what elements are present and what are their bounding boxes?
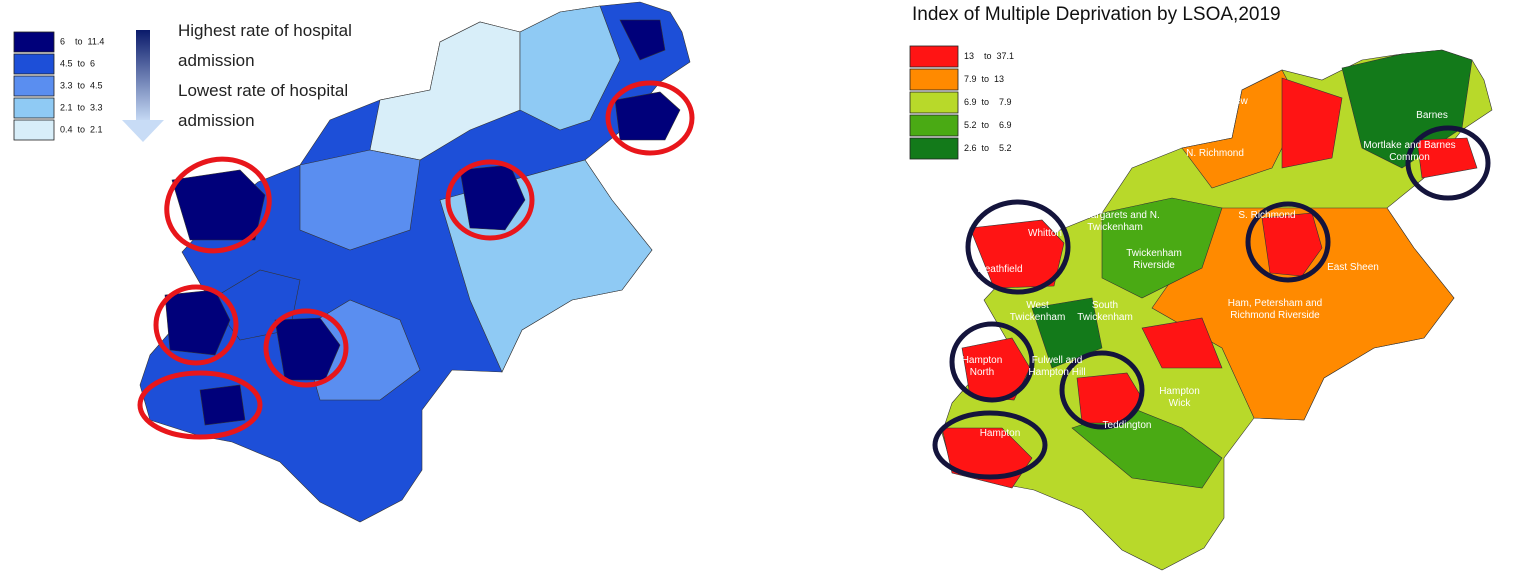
right-highlights bbox=[932, 125, 1491, 480]
legend-swatch bbox=[909, 45, 959, 68]
region bbox=[1281, 77, 1343, 169]
region bbox=[519, 5, 621, 131]
highlight-circle bbox=[932, 410, 1048, 480]
region bbox=[1261, 212, 1323, 277]
highlight-circle bbox=[164, 156, 272, 254]
highlight-circle bbox=[1245, 201, 1331, 283]
legend-swatch bbox=[13, 53, 55, 75]
place-label: Teddington bbox=[1102, 420, 1152, 431]
place-label: Whitton bbox=[1028, 228, 1062, 239]
highlight-circle bbox=[965, 199, 1071, 295]
highlight-circle bbox=[949, 321, 1035, 403]
highlight-circle bbox=[137, 370, 263, 440]
region bbox=[614, 91, 681, 141]
legend-swatch bbox=[909, 114, 959, 137]
legend-swatch bbox=[909, 91, 959, 114]
arrow-label-low: Lowest rate of hospital admission bbox=[178, 81, 349, 130]
legend-label: 3.3 to 4.5 bbox=[60, 80, 103, 90]
legend-label: 5.2 to 6.9 bbox=[964, 120, 1012, 130]
region bbox=[1341, 49, 1473, 169]
region bbox=[299, 149, 421, 251]
place-label: Twickenham Riverside bbox=[1126, 248, 1182, 271]
legend-swatch bbox=[909, 68, 959, 91]
highlight-circle bbox=[153, 284, 239, 366]
region bbox=[1031, 297, 1103, 369]
right-map bbox=[941, 49, 1493, 571]
legend-swatch bbox=[13, 31, 55, 53]
legend-label: 7.9 to 13 bbox=[964, 74, 1004, 84]
legend-label: 2.6 to 5.2 bbox=[964, 143, 1012, 153]
place-label: Hampton Wick bbox=[1159, 386, 1200, 409]
legend-swatch bbox=[13, 75, 55, 97]
place-label: S. Richmond bbox=[1238, 210, 1296, 221]
region bbox=[1076, 372, 1143, 424]
arrow-head bbox=[122, 120, 164, 142]
place-label: South Twickenham bbox=[1077, 300, 1133, 323]
legend-label: 2.1 to 3.3 bbox=[60, 102, 103, 112]
region bbox=[1141, 317, 1223, 369]
region bbox=[199, 384, 246, 426]
right-title: Index of Multiple Deprivation by LSOA,20… bbox=[912, 4, 1281, 25]
legend-label: 6.9 to 7.9 bbox=[964, 97, 1012, 107]
highlight-circle bbox=[605, 80, 695, 156]
legend-label: 4.5 to 6 bbox=[60, 58, 95, 68]
region bbox=[1101, 197, 1223, 299]
arrow bbox=[122, 30, 164, 142]
highlight-circle bbox=[445, 159, 535, 241]
legend-swatch bbox=[909, 137, 959, 160]
left-highlights bbox=[137, 80, 695, 440]
region bbox=[619, 19, 666, 61]
legend-swatch bbox=[13, 119, 55, 141]
highlight-circle bbox=[1405, 125, 1491, 201]
place-label: Kew bbox=[1228, 96, 1248, 107]
place-label: Mortlake and Barnes Common bbox=[1363, 140, 1456, 163]
legend-swatch bbox=[13, 97, 55, 119]
place-label: West Twickenham bbox=[1009, 300, 1066, 323]
place-label: Fulwell and Hampton Hill bbox=[1028, 355, 1086, 378]
place-label: Hampton bbox=[979, 428, 1021, 439]
legend-label: 6 to 11.4 bbox=[60, 36, 104, 46]
legend-label: 13 to 37.1 bbox=[964, 51, 1014, 61]
place-label: East Sheen bbox=[1327, 262, 1379, 273]
region bbox=[274, 317, 341, 381]
place-label: Barnes bbox=[1416, 110, 1448, 121]
place-label: Hampton North bbox=[961, 355, 1003, 378]
right-legend: 13 to 37.1 7.9 to 13 6.9 to 7.9 5.2 to 6.9 2… bbox=[909, 45, 1014, 160]
region bbox=[1416, 137, 1478, 179]
arrow-label-high: Highest rate of hospital admission bbox=[178, 21, 352, 70]
region bbox=[969, 219, 1065, 289]
place-label: Heathfield bbox=[977, 264, 1023, 275]
highlight-circle bbox=[263, 308, 349, 388]
arrow-shaft bbox=[136, 30, 150, 122]
legend-label: 0.4 to 2.1 bbox=[60, 124, 103, 134]
place-label: Ham, Petersham and Richmond Riverside bbox=[1227, 298, 1323, 321]
place-label: St Margarets and N. Twickenham bbox=[1070, 210, 1160, 233]
highlight-circle bbox=[1059, 350, 1145, 430]
place-label: N. Richmond bbox=[1186, 148, 1244, 159]
left-legend: 6 to 11.4 4.5 to 6 3.3 to 4.5 2.1 to 3.3 0.4… bbox=[13, 31, 104, 141]
region bbox=[171, 169, 266, 241]
